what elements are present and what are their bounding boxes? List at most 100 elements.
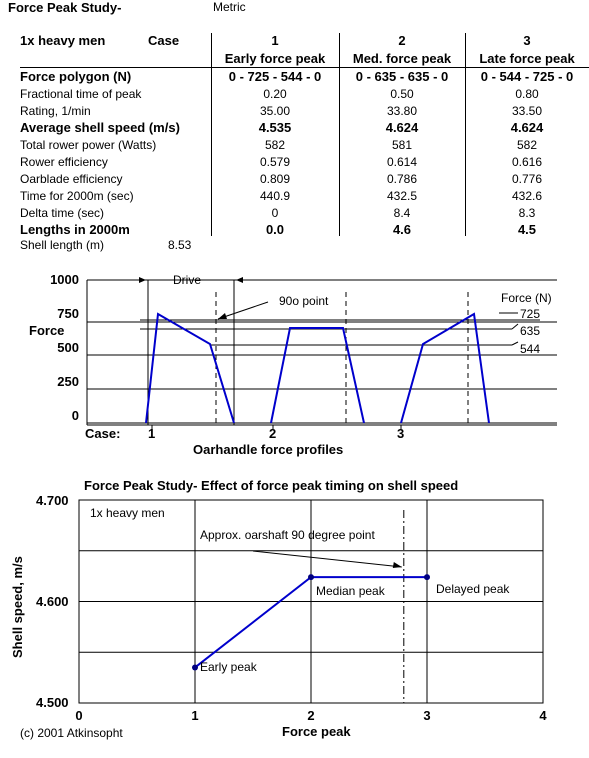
legend-title: Force (N): [501, 291, 552, 305]
table-row-label: Force polygon (N): [20, 69, 132, 84]
table-cell: 35.00: [259, 104, 291, 118]
shell-speed-data-point: [424, 574, 430, 581]
table-cell: 0.614: [386, 155, 418, 169]
arrow-head-icon: [218, 313, 227, 319]
case-tick-label-3: 3: [397, 426, 405, 441]
arrow-head-icon: [392, 562, 402, 568]
table-cell: 0 - 725 - 544 - 0: [228, 69, 322, 84]
table-cell: 0.0: [265, 222, 285, 237]
case-axis-label: Case:: [85, 426, 121, 441]
force-profile-chart: [86, 277, 557, 429]
table-cell: 0.809: [259, 172, 291, 186]
case-2-name: Med. force peak: [352, 51, 452, 66]
case-3-number: 3: [523, 33, 531, 48]
table-rule: [20, 67, 589, 68]
copyright: (c) 2001 Atkinsopht: [20, 726, 123, 740]
table-cell: 432.6: [511, 189, 543, 203]
x-axis-label: Oarhandle force profiles: [193, 442, 344, 457]
table-cell: 0.786: [386, 172, 418, 186]
shell-speed-data-point: [192, 664, 198, 671]
units-label: Metric: [213, 0, 246, 14]
legend-value-635: 635: [520, 324, 541, 338]
table-cell: 33.50: [511, 104, 543, 118]
table-divider: [465, 33, 466, 236]
table-cell: 0.20: [263, 87, 287, 101]
table-cell: 4.535: [258, 120, 292, 135]
case-3-name: Late force peak: [479, 51, 575, 66]
case-header: Case: [148, 33, 180, 48]
y-tick-4500: 4.500: [36, 695, 69, 710]
x-tick-label: 3: [423, 708, 430, 723]
page-title: Force Peak Study-: [8, 0, 122, 15]
chart-x-axis-label: Force peak: [282, 724, 351, 739]
table-row-label: Oarblade efficiency: [20, 172, 123, 186]
table-cell: 0.80: [515, 87, 539, 101]
force-profile-case-2: [270, 327, 365, 424]
legend-value-544: 544: [520, 342, 541, 356]
pointer-line: [217, 301, 269, 320]
case-tick-label-1: 1: [148, 426, 156, 441]
y-tick-0: 0: [71, 408, 79, 423]
table-cell: 4.624: [510, 120, 544, 135]
table-cell: 0 - 635 - 635 - 0: [355, 69, 449, 84]
table-cell: 0.579: [259, 155, 291, 169]
case-1-name: Early force peak: [224, 51, 326, 66]
y-tick-1000: 1000: [50, 272, 79, 287]
table-cell: 582: [516, 138, 538, 152]
early-peak-annotation: Early peak: [200, 660, 257, 674]
shell-length-value: 8.53: [168, 238, 192, 252]
table-row-label: Lengths in 2000m: [20, 222, 130, 237]
table-cell: 0: [271, 206, 279, 220]
table-cell: 581: [391, 138, 413, 152]
case-2-number: 2: [398, 33, 406, 48]
shell-speed-data-point: [308, 574, 314, 581]
x-tick-label: 4: [539, 708, 547, 723]
table-divider: [339, 33, 340, 236]
x-tick-label: 1: [191, 708, 198, 723]
legend-value-725: 725: [520, 307, 541, 321]
table-cell: 0.616: [511, 155, 543, 169]
table-cell: 440.9: [259, 189, 291, 203]
force-profile-case-1: [145, 312, 235, 424]
arrow-head-icon: [139, 277, 146, 283]
force-profile-case-3: [400, 312, 490, 424]
table-row-label: Average shell speed (m/s): [20, 120, 180, 135]
annotation-arrow: [252, 550, 402, 568]
table-cell: 4.624: [385, 120, 419, 135]
legend-leader: [511, 323, 519, 330]
delayed-peak-annotation: Delayed peak: [436, 582, 510, 596]
arrow-head-icon: [236, 277, 243, 283]
table-cell: 33.80: [386, 104, 418, 118]
x-tick-label: 2: [307, 708, 314, 723]
table-cell: 0 - 544 - 725 - 0: [480, 69, 574, 84]
drive-label: Drive: [173, 273, 202, 287]
case-tick-label-2: 2: [269, 426, 277, 441]
table-divider: [211, 33, 212, 236]
chart-title: Force Peak Study- Effect of force peak t…: [84, 478, 459, 493]
x-tick-label: 0: [75, 708, 82, 723]
table-cell: 4.6: [392, 222, 412, 237]
y-axis-label: Force: [29, 323, 65, 338]
table-cell: 4.5: [517, 222, 537, 237]
y-tick-4600: 4.600: [36, 594, 69, 609]
table-cell: 582: [264, 138, 286, 152]
y-tick-4700: 4.700: [36, 493, 69, 508]
table-row-label: Total rower power (Watts): [20, 138, 157, 152]
crew-label: 1x heavy men: [20, 33, 106, 48]
table-cell: 8.4: [393, 206, 411, 220]
table-cell: 8.3: [518, 206, 536, 220]
crew-annotation: 1x heavy men: [90, 506, 165, 520]
90-point-label: 90o point: [279, 294, 329, 308]
table-cell: 432.5: [386, 189, 418, 203]
table-cell: 0.50: [390, 87, 414, 101]
median-peak-annotation: Median peak: [316, 584, 385, 598]
y-tick-500: 500: [57, 340, 79, 355]
table-row-label: Fractional time of peak: [20, 87, 142, 101]
shell-length-label: Shell length (m): [20, 238, 105, 252]
90-degree-annotation: Approx. oarshaft 90 degree point: [200, 528, 375, 542]
case-1-number: 1: [271, 33, 279, 48]
table-row-label: Delta time (sec): [20, 206, 105, 220]
y-tick-250: 250: [57, 374, 79, 389]
table-row-label: Rating, 1/min: [20, 104, 91, 118]
